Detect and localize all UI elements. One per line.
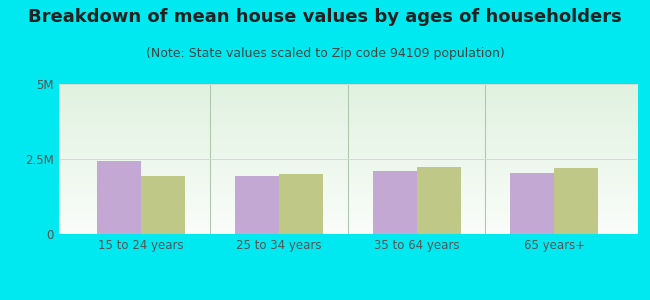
Bar [510, 172, 554, 234]
Text: Breakdown of mean house values by ages of householders: Breakdown of mean house values by ages o… [28, 8, 622, 26]
Bar [235, 176, 279, 234]
Bar [554, 168, 599, 234]
Bar [417, 167, 461, 234]
Bar [372, 171, 417, 234]
Bar [279, 174, 323, 234]
Bar [141, 176, 185, 234]
Bar [97, 160, 141, 234]
Legend: Zip code 94109, California: Zip code 94109, California [229, 298, 466, 300]
Text: (Note: State values scaled to Zip code 94109 population): (Note: State values scaled to Zip code 9… [146, 46, 504, 59]
